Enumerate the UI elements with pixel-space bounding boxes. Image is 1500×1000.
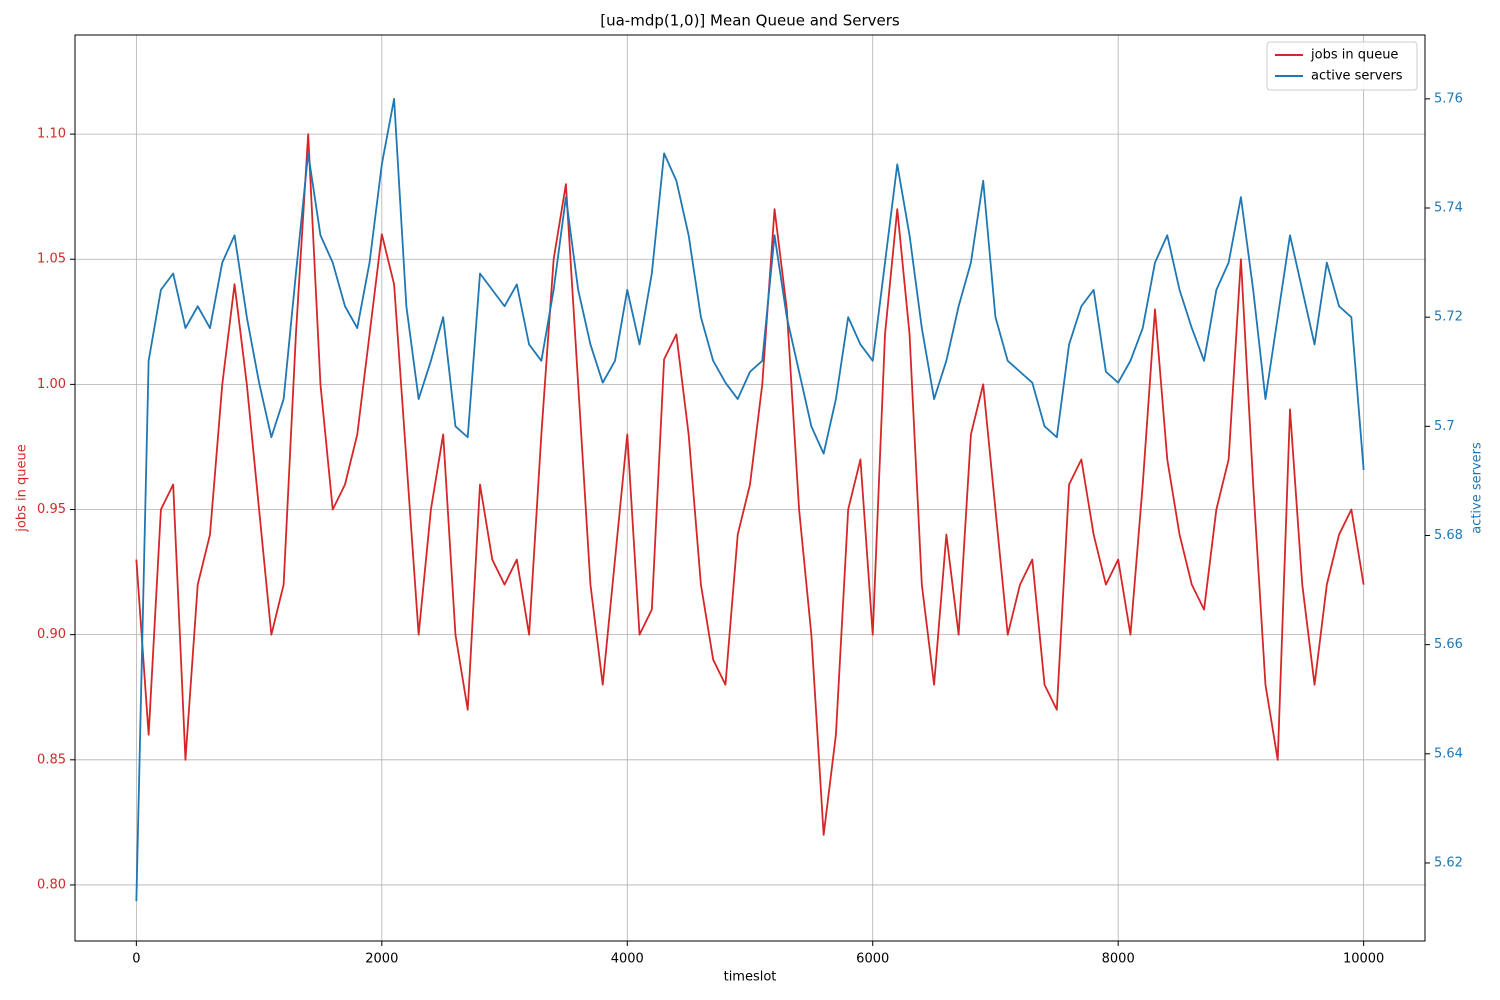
x-tick-label: 4000: [611, 952, 644, 967]
y-tick-label: 0.80: [37, 877, 66, 892]
y2-axis-label: active servers: [1470, 442, 1485, 534]
y2-tick-label: 5.74: [1434, 201, 1463, 216]
data-line: [135, 133, 1365, 836]
x-axis-label: timeslot: [724, 970, 777, 985]
x-tick-label: 2000: [365, 952, 398, 967]
y-tick-label: 1.00: [37, 377, 66, 392]
y2-tick-label: 5.66: [1434, 637, 1463, 652]
legend-box: [1266, 41, 1418, 91]
x-tick-label: 8000: [1102, 952, 1135, 967]
plot-frame: [74, 34, 1426, 942]
y2-tick-label: 5.64: [1434, 746, 1463, 761]
y-tick-label: 0.95: [37, 502, 66, 517]
x-tick-label: 0: [132, 952, 140, 967]
y-axis-label: jobs in queue: [15, 444, 30, 532]
y2-tick-label: 5.76: [1434, 91, 1463, 106]
legend-label: jobs in queue: [1310, 48, 1398, 63]
y-tick-label: 0.85: [37, 752, 66, 767]
x-tick-label: 10000: [1343, 952, 1384, 967]
y2-tick-label: 5.68: [1434, 528, 1463, 543]
data-line: [135, 97, 1365, 902]
chart-title: [ua-mdp(1,0)] Mean Queue and Servers: [600, 12, 900, 30]
y-tick-label: 1.10: [37, 127, 66, 142]
x-tick-label: 6000: [856, 952, 889, 967]
y2-tick-label: 5.72: [1434, 310, 1463, 325]
y2-tick-label: 5.7: [1434, 419, 1455, 434]
legend-label: active servers: [1311, 69, 1403, 84]
y2-tick-label: 5.62: [1434, 855, 1463, 870]
y-tick-label: 1.05: [37, 252, 66, 267]
y-tick-label: 0.90: [37, 627, 66, 642]
